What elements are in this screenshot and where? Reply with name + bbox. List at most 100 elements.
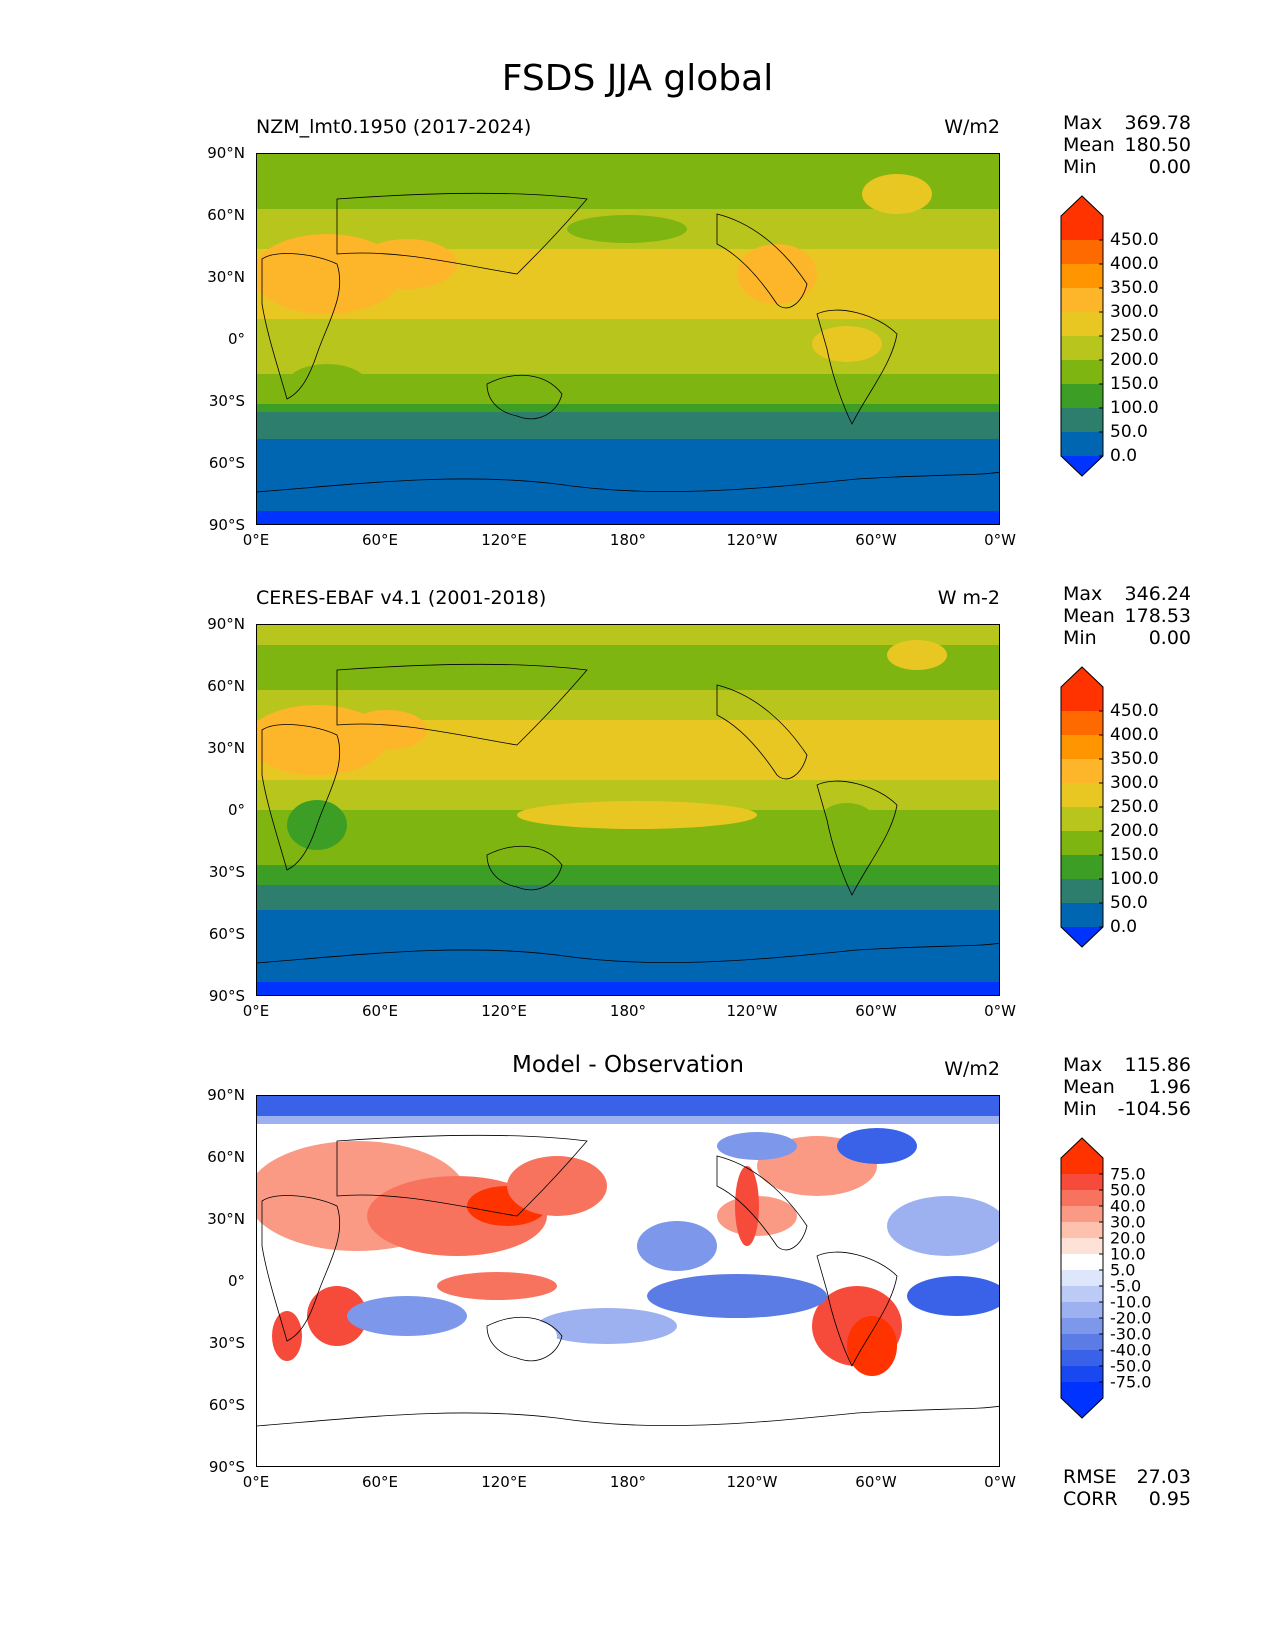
lon-label: 0°E <box>242 531 270 549</box>
max-value: 369.78 <box>1124 112 1191 134</box>
corr-value: 0.95 <box>1148 1488 1191 1510</box>
rmse-value: 27.03 <box>1136 1466 1191 1488</box>
lon-label: 120°W <box>726 531 778 549</box>
colorbar-label: 100.0 <box>1110 869 1159 889</box>
colorbar-label: -75.0 <box>1110 1372 1152 1392</box>
colorbar: 450.0 400.0 350.0 300.0 250.0 200.0 150.0 100.0… <box>1060 666 1159 948</box>
colorbar-segment <box>1061 759 1103 784</box>
lat-label: 90°N <box>207 144 245 162</box>
colorbar-label: 40.0 <box>1110 1196 1146 1216</box>
lon-label: 60°W <box>855 1473 897 1491</box>
colorbar-segment <box>1061 903 1103 928</box>
lon-label: 0°E <box>242 1002 270 1020</box>
colorbar-label: 0.0 <box>1110 917 1138 937</box>
min-value: -104.56 <box>1117 1098 1191 1120</box>
panel-title: CERES-EBAF v4.1 (2001-2018) <box>256 587 547 609</box>
lat-label: 60°S <box>208 454 245 472</box>
panel-title: Model - Observation <box>511 1052 745 1078</box>
mean-value: 178.53 <box>1124 605 1191 627</box>
max-label: Max <box>1063 112 1103 134</box>
colorbar-segment <box>1061 831 1103 856</box>
lat-label: 0° <box>227 801 245 819</box>
colorbar-segment <box>1061 1302 1103 1319</box>
rmse-label: RMSE <box>1063 1466 1117 1488</box>
colorbar-segment <box>1061 336 1103 361</box>
colorbar-segment <box>1061 360 1103 385</box>
colorbar: 75.0 50.0 40.0 30.0 20.0 10.0 5.0 -5.0 -10.0 -20.… <box>1060 1137 1151 1419</box>
colorbar-label: 10.0 <box>1110 1244 1146 1264</box>
lon-label: 0°W <box>984 1473 1016 1491</box>
corr-label: CORR <box>1063 1488 1118 1510</box>
lat-label: 90°S <box>208 516 245 534</box>
colorbar-label: -10.0 <box>1110 1292 1152 1312</box>
min-label: Min <box>1063 627 1097 649</box>
colorbar-segment <box>1061 711 1103 736</box>
lon-label: 60°E <box>361 1002 399 1020</box>
lat-label: 60°N <box>207 1148 245 1166</box>
colorbar-segment <box>1061 1318 1103 1335</box>
lon-label: 60°W <box>855 531 897 549</box>
max-label: Max <box>1063 1054 1103 1076</box>
colorbar-segment <box>1061 1206 1103 1223</box>
colorbar-segment <box>1061 687 1103 712</box>
lat-label: 30°S <box>208 863 245 881</box>
colorbar-graphic <box>1060 195 1104 477</box>
map-plot <box>256 624 1000 996</box>
colorbar-label: 0.0 <box>1110 446 1138 466</box>
max-value: 115.86 <box>1124 1054 1191 1076</box>
colorbar-label: 250.0 <box>1110 326 1159 346</box>
lat-label: 30°N <box>207 1210 245 1228</box>
lat-label: 30°S <box>208 1334 245 1352</box>
lon-label: 0°W <box>984 531 1016 549</box>
colorbar-segment <box>1061 288 1103 313</box>
colorbar-over-extension <box>1061 667 1103 687</box>
colorbar-label: 350.0 <box>1110 278 1159 298</box>
colorbar-under-extension <box>1061 1398 1103 1418</box>
colorbar-label: 150.0 <box>1110 374 1159 394</box>
colorbar-segment <box>1061 384 1103 409</box>
colorbar-label: 300.0 <box>1110 773 1159 793</box>
mean-label: Mean <box>1063 134 1115 156</box>
colorbar-label: 150.0 <box>1110 845 1159 865</box>
lat-label: 60°S <box>208 1396 245 1414</box>
colorbar-label: 5.0 <box>1110 1260 1136 1280</box>
mean-value: 180.50 <box>1124 134 1191 156</box>
colorbar-graphic <box>1060 1137 1104 1419</box>
colorbar: 450.0 400.0 350.0 300.0 250.0 200.0 150.0 100.0… <box>1060 195 1159 477</box>
map-plot <box>256 1095 1000 1467</box>
colorbar-label: 100.0 <box>1110 398 1159 418</box>
colorbar-segment <box>1061 1334 1103 1351</box>
stats-block: Max 369.78 Mean 180.50 Min 0.00 <box>1063 112 1191 178</box>
min-value: 0.00 <box>1148 156 1191 178</box>
colorbar-label: 400.0 <box>1110 254 1159 274</box>
colorbar-segment <box>1061 855 1103 880</box>
colorbar-segment <box>1061 1238 1103 1255</box>
colorbar-label: 350.0 <box>1110 749 1159 769</box>
colorbar-label: 20.0 <box>1110 1228 1146 1248</box>
colorbar-label: 250.0 <box>1110 797 1159 817</box>
colorbar-graphic <box>1060 666 1104 948</box>
lon-label: 180° <box>609 1473 647 1491</box>
colorbar-segment <box>1061 1382 1103 1399</box>
lat-label: 0° <box>227 330 245 348</box>
lon-label: 180° <box>609 1002 647 1020</box>
colorbar-label: 50.0 <box>1110 893 1148 913</box>
units-label: W m-2 <box>937 587 1000 609</box>
colorbar-label: 75.0 <box>1110 1164 1146 1184</box>
colorbar-label: -5.0 <box>1110 1276 1142 1296</box>
lat-label: 30°N <box>207 268 245 286</box>
metrics-block: RMSE 27.03 CORR 0.95 <box>1063 1466 1191 1510</box>
colorbar-segment <box>1061 264 1103 289</box>
colorbar-segment <box>1061 1366 1103 1383</box>
units-label: W/m2 <box>944 1058 1000 1080</box>
colorbar-segment <box>1061 1254 1103 1271</box>
stats-block: Max 346.24 Mean 178.53 Min 0.00 <box>1063 583 1191 649</box>
mean-label: Mean <box>1063 1076 1115 1098</box>
colorbar-label: 50.0 <box>1110 1180 1146 1200</box>
colorbar-segment <box>1061 1190 1103 1207</box>
colorbar-segment <box>1061 1286 1103 1303</box>
lon-label: 60°E <box>361 1473 399 1491</box>
lat-label: 90°S <box>208 987 245 1005</box>
colorbar-segment <box>1061 879 1103 904</box>
lon-label: 0°E <box>242 1473 270 1491</box>
